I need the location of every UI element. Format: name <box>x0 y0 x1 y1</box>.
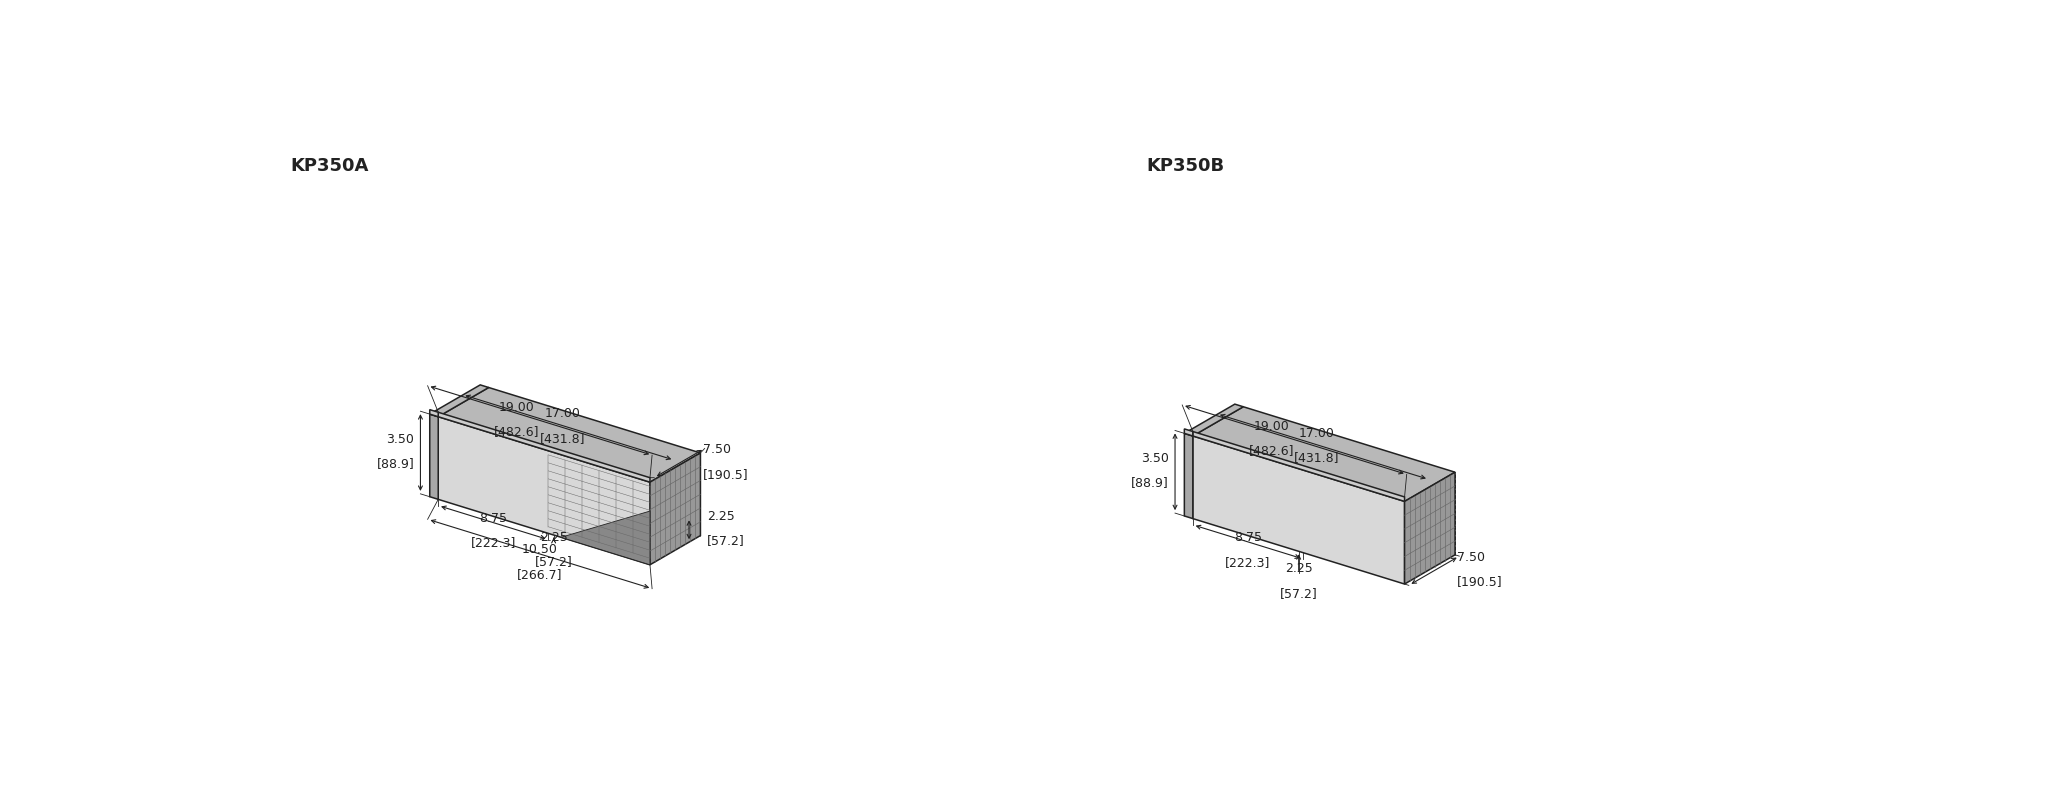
Text: 7.50: 7.50 <box>1456 551 1485 564</box>
Text: [57.2]: [57.2] <box>535 555 573 568</box>
Polygon shape <box>430 410 438 417</box>
Text: [431.8]: [431.8] <box>1294 451 1339 465</box>
Text: [88.9]: [88.9] <box>377 457 414 470</box>
Polygon shape <box>430 414 438 499</box>
Text: 2.25: 2.25 <box>541 531 567 544</box>
Text: [222.3]: [222.3] <box>1225 556 1270 569</box>
Text: KP350B: KP350B <box>1147 156 1225 174</box>
Text: [88.9]: [88.9] <box>1130 476 1169 490</box>
Text: [190.5]: [190.5] <box>702 468 748 481</box>
Text: 17.00: 17.00 <box>545 407 580 421</box>
Text: 19.00: 19.00 <box>500 401 535 413</box>
Text: 8.75: 8.75 <box>479 512 508 525</box>
Polygon shape <box>430 385 489 417</box>
Polygon shape <box>649 453 700 565</box>
Text: [190.5]: [190.5] <box>1456 575 1503 589</box>
Text: [57.2]: [57.2] <box>1280 586 1317 600</box>
Text: KP350A: KP350A <box>291 156 369 174</box>
Text: [431.8]: [431.8] <box>539 432 586 445</box>
Text: 2.25: 2.25 <box>1284 562 1313 575</box>
Text: 3.50: 3.50 <box>1141 452 1169 465</box>
Polygon shape <box>438 417 649 565</box>
Text: [266.7]: [266.7] <box>516 567 563 581</box>
Text: 17.00: 17.00 <box>1298 427 1335 439</box>
Polygon shape <box>1405 472 1454 584</box>
Polygon shape <box>438 387 700 482</box>
Polygon shape <box>1184 429 1192 436</box>
Polygon shape <box>438 412 649 482</box>
Text: 7.50: 7.50 <box>702 443 731 456</box>
Polygon shape <box>561 511 649 565</box>
Polygon shape <box>1184 404 1243 436</box>
Text: [57.2]: [57.2] <box>707 534 745 547</box>
Polygon shape <box>1192 432 1405 501</box>
Polygon shape <box>1192 436 1405 584</box>
Text: 19.00: 19.00 <box>1253 420 1290 433</box>
Text: [482.6]: [482.6] <box>494 425 539 438</box>
Text: 8.75: 8.75 <box>1233 531 1262 544</box>
Polygon shape <box>1192 406 1454 501</box>
Text: 10.50: 10.50 <box>522 543 557 556</box>
Polygon shape <box>1184 433 1192 519</box>
Text: [222.3]: [222.3] <box>471 537 516 549</box>
Text: 3.50: 3.50 <box>387 432 414 446</box>
Text: [482.6]: [482.6] <box>1249 444 1294 457</box>
Text: 2.25: 2.25 <box>707 510 735 523</box>
